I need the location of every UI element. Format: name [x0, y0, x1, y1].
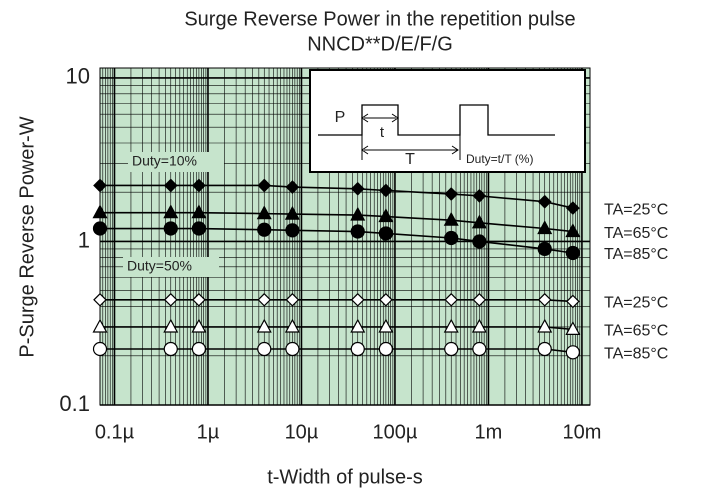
- marker: [192, 178, 206, 193]
- marker: [537, 220, 553, 235]
- marker: [284, 205, 300, 220]
- marker: [285, 180, 300, 194]
- inset-label: t: [380, 124, 385, 141]
- x-tick-label: 1µ: [197, 421, 220, 443]
- marker: [565, 245, 580, 261]
- annotation: Duty=50%: [127, 258, 192, 274]
- x-tick-label: 10µ: [285, 421, 319, 443]
- marker: [93, 178, 107, 193]
- inset-label: T: [405, 151, 415, 168]
- y-axis-label: P-Surge Reverse Power-W: [16, 116, 38, 357]
- marker: [443, 211, 459, 226]
- marker: [537, 341, 552, 357]
- inset-diagram: Pt T Duty=t/T (%): [309, 69, 586, 173]
- marker: [163, 292, 178, 307]
- marker: [537, 241, 552, 257]
- marker: [378, 226, 393, 241]
- y-tick-label: 1: [78, 227, 90, 252]
- marker: [472, 341, 487, 357]
- marker: [92, 341, 108, 357]
- marker: [163, 221, 178, 236]
- marker: [472, 189, 487, 203]
- marker: [444, 341, 459, 357]
- marker: [350, 341, 365, 357]
- x-tick-label: 1m: [475, 421, 503, 443]
- marker: [472, 234, 487, 249]
- marker: [285, 292, 300, 307]
- x-axis-label: t-Width of pulse-s: [267, 466, 423, 488]
- dimension-lines: [361, 105, 461, 160]
- marker: [350, 206, 366, 221]
- marker: [285, 341, 300, 357]
- marker: [163, 341, 178, 357]
- marker: [257, 222, 272, 237]
- marker: [537, 194, 552, 209]
- marker: [257, 178, 272, 193]
- marker: [444, 292, 459, 307]
- series-label: TA=25°C: [604, 295, 668, 312]
- marker: [565, 223, 581, 238]
- marker: [350, 318, 366, 333]
- y-tick-label: 0.1: [59, 391, 90, 416]
- marker: [350, 224, 365, 239]
- marker: [163, 318, 179, 333]
- series-label: TA=85°C: [604, 246, 668, 263]
- marker: [285, 223, 300, 238]
- marker: [379, 292, 393, 307]
- series-label: TA=65°C: [604, 225, 668, 242]
- marker: [472, 292, 487, 307]
- chart-title: Surge Reverse Power in the repetition pu…: [184, 8, 575, 30]
- marker: [256, 318, 272, 333]
- marker: [565, 345, 580, 360]
- marker: [566, 201, 580, 215]
- annotation: Duty=10%: [132, 153, 197, 169]
- marker: [537, 292, 552, 307]
- x-tick-label: 100µ: [372, 421, 417, 443]
- marker: [444, 187, 459, 201]
- marker: [471, 318, 487, 333]
- marker: [192, 292, 206, 307]
- marker: [284, 318, 300, 333]
- marker: [257, 341, 272, 357]
- marker: [191, 204, 207, 219]
- series-label: TA=65°C: [604, 323, 668, 340]
- marker: [378, 208, 394, 223]
- plot-frame: [99, 67, 591, 406]
- x-tick-label: 10m: [562, 421, 601, 443]
- inset-label: P: [335, 109, 346, 126]
- marker: [163, 178, 178, 193]
- inset-box: [309, 69, 586, 173]
- y-tick-label: 10: [66, 64, 90, 89]
- marker: [191, 341, 207, 357]
- marker: [350, 181, 365, 196]
- marker: [92, 204, 108, 219]
- marker: [443, 318, 459, 333]
- marker: [471, 214, 487, 229]
- annotation-bg: [123, 257, 219, 277]
- marker: [163, 204, 179, 219]
- marker: [191, 221, 207, 236]
- marker: [566, 294, 580, 309]
- series-label: TA=85°C: [604, 346, 668, 363]
- marker: [92, 221, 108, 236]
- annotation-bg: [128, 152, 224, 172]
- marker: [378, 341, 393, 357]
- marker: [92, 318, 108, 333]
- x-tick-label: 0.1µ: [95, 421, 135, 443]
- marker: [191, 318, 207, 333]
- marker: [444, 230, 459, 246]
- marker: [379, 183, 393, 198]
- marker: [257, 292, 272, 307]
- chart-subtitle: NNCD**D/E/F/G: [307, 33, 453, 55]
- marker: [93, 292, 107, 307]
- series-label: TA=25°C: [604, 201, 668, 218]
- inset-label: Duty=t/T (%): [466, 152, 533, 166]
- marker: [350, 292, 365, 307]
- marker: [256, 205, 272, 220]
- marker: [565, 321, 581, 335]
- marker: [537, 318, 553, 333]
- marker: [378, 318, 394, 333]
